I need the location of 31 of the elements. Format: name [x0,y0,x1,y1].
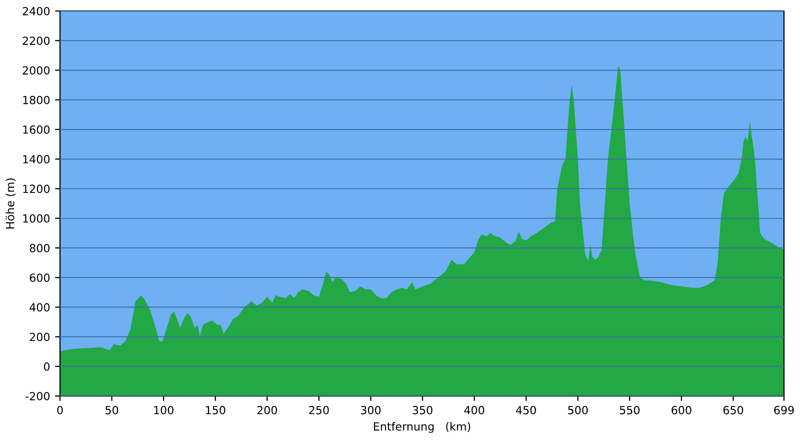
x-tick-label: 250 [309,406,329,414]
x-tick-label: 600 [672,406,692,414]
x-tick-label: 350 [412,406,432,414]
y-tick-label: 2200 [22,36,50,45]
x-tick-label: 200 [257,406,278,414]
y-tick-label: 600 [30,274,50,282]
y-tick-label: -200 [26,392,50,400]
x-tick-label: 699 [774,406,794,414]
y-tick-label: 1200 [23,184,50,194]
y-tick-label: 0 [44,362,50,371]
y-tick-label: 2000 [22,66,50,75]
x-tick-label: 50 [106,406,118,414]
y-tick-label: 2400 [22,6,50,16]
y-tick-label: 1400 [23,155,50,164]
y-tick-label: 1000 [23,214,50,223]
y-axis-title: Höhe (m) [6,178,16,228]
x-tick-label: 0 [57,406,63,414]
x-tick-label: 400 [464,406,484,414]
x-tick-label: 500 [568,406,588,414]
x-tick-label: 100 [154,406,174,414]
x-tick-label: 550 [620,406,640,414]
y-tick-label: 800 [30,244,50,252]
x-tick-label: 450 [516,406,536,414]
y-tick-label: 400 [30,303,50,312]
x-tick-label: 650 [723,406,744,414]
y-tick-label: 1800 [23,96,50,104]
y-tick-label: 200 [30,332,50,342]
x-tick-label: 300 [360,406,381,414]
x-tick-label: 150 [206,406,226,414]
y-tick-label: 1600 [23,125,50,134]
x-axis-title: Entfernung (km) [374,422,470,433]
